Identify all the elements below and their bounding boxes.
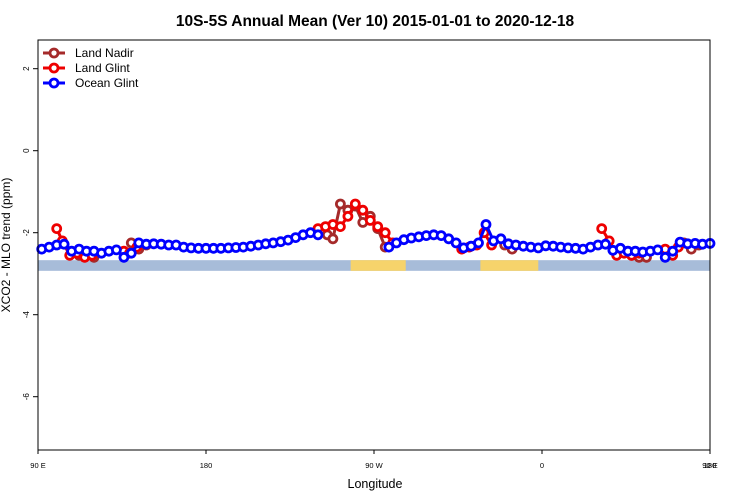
land-glint-point	[51, 223, 63, 235]
land-glint-point	[342, 210, 354, 222]
ocean-glint-point	[111, 244, 122, 256]
ocean-glint-point	[383, 241, 395, 253]
land-glint-point	[372, 221, 384, 233]
y-tick-label: -6	[22, 393, 31, 401]
x-axis-label: Longitude	[348, 477, 403, 491]
legend-label-ocean-glint: Ocean Glint	[75, 76, 139, 90]
y-tick-label: 2	[22, 66, 31, 71]
y-tick-label: 0	[22, 148, 31, 153]
ocean-glint-point	[125, 247, 137, 259]
legend-marker-land-glint	[48, 62, 60, 74]
legend-label-land-nadir: Land Nadir	[75, 46, 134, 60]
land-glint-point	[349, 198, 361, 210]
ocean-glint-point	[58, 238, 70, 250]
land-band-1	[480, 260, 539, 271]
land-nadir-point	[334, 198, 346, 210]
land-glint-point	[596, 223, 608, 235]
land-nadir-point	[327, 233, 339, 245]
y-tick-label: -2	[22, 229, 31, 237]
land-glint-point	[364, 214, 376, 226]
ocean-glint-point	[450, 237, 462, 249]
ocean-glint-point	[312, 229, 324, 241]
ocean-glint-point	[480, 219, 492, 230]
ocean-glint-point	[652, 244, 664, 256]
y-tick-label: -4	[22, 311, 31, 319]
land-glint-point	[334, 221, 346, 233]
chart-title: 10S-5S Annual Mean (Ver 10) 2015-01-01 t…	[176, 13, 575, 30]
land-glint-point	[379, 227, 391, 239]
x-tick-label: 180	[704, 461, 717, 470]
x-tick-label: 90 W	[365, 461, 383, 470]
x-tick-label: 90 E	[30, 461, 45, 470]
legend-marker-land-nadir	[48, 47, 60, 59]
y-axis-label: XCO2 - MLO trend (ppm)	[0, 178, 13, 313]
legend-marker-ocean-glint	[48, 77, 60, 89]
ocean-glint-point	[495, 233, 507, 245]
ocean-glint-point	[667, 245, 679, 257]
land-glint-point	[357, 204, 369, 216]
ocean-glint-point	[473, 237, 484, 249]
ocean-glint-point	[659, 251, 671, 263]
land-band-0	[350, 260, 406, 271]
x-tick-label: 180	[200, 461, 213, 470]
x-tick-label: 90 E	[702, 461, 717, 470]
ocean-glint-point	[600, 238, 611, 250]
legend-label-land-glint: Land Glint	[75, 61, 130, 75]
x-tick-label: 0	[540, 461, 544, 470]
